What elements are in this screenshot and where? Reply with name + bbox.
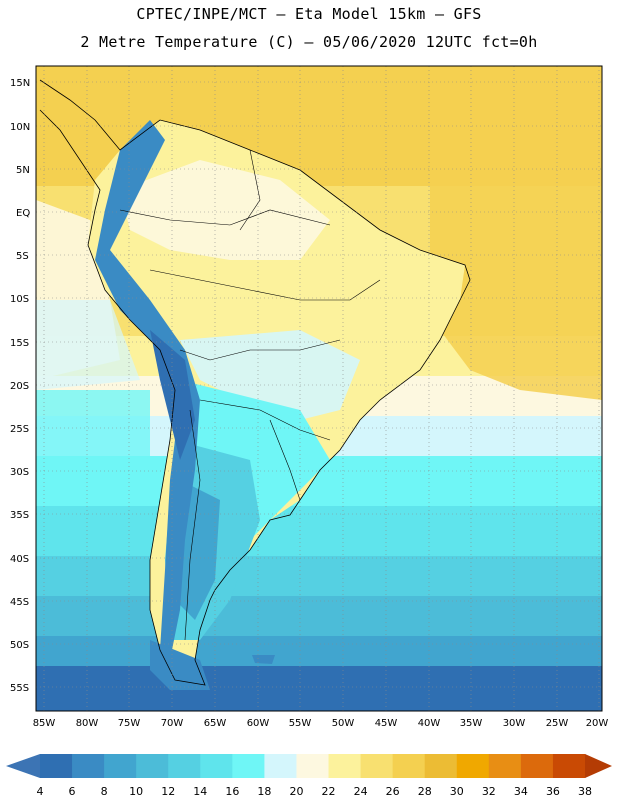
lat-label-25s: 25S — [10, 424, 29, 435]
colorbar-arrow-low — [6, 754, 40, 778]
lat-label-20s: 20S — [10, 381, 29, 392]
lat-label-55s: 55S — [10, 683, 29, 694]
colorbar-cell — [136, 754, 169, 778]
lon-label-25w: 25W — [546, 718, 569, 729]
colorbar-cell — [520, 754, 554, 778]
colorbar-label: 20 — [289, 785, 303, 798]
colorbar-label: 10 — [129, 785, 143, 798]
lat-label-10s: 10S — [10, 294, 29, 305]
country-borders — [119, 149, 381, 641]
lat-label-5n: 5N — [16, 165, 30, 176]
lon-label-65w: 65W — [204, 718, 227, 729]
lon-label-55w: 55W — [289, 718, 312, 729]
colorbar-label: 12 — [161, 785, 175, 798]
colorbar-label: 16 — [225, 785, 239, 798]
colorbar-label: 26 — [386, 785, 400, 798]
colorbar-label: 24 — [354, 785, 368, 798]
colorbar-label: 34 — [514, 785, 528, 798]
map-title-line-2: 2 Metre Temperature (C) – 05/06/2020 12U… — [80, 33, 538, 51]
colorbar: 4 6 8 10 12 14 16 18 20 22 24 26 28 30 32 34 36 38 — [6, 754, 612, 798]
lon-label-40w: 40W — [418, 718, 441, 729]
colorbar-label: 6 — [69, 785, 76, 798]
lat-label-5s: 5S — [16, 251, 29, 262]
colorbar-cell — [264, 754, 297, 778]
colorbar-label: 28 — [418, 785, 432, 798]
colorbar-cell — [424, 754, 458, 778]
colorbar-label: 14 — [193, 785, 207, 798]
colorbar-cell — [168, 754, 201, 778]
lat-label-40s: 40S — [10, 554, 29, 565]
lon-label-45w: 45W — [375, 718, 398, 729]
colorbar-label: 22 — [322, 785, 336, 798]
map-title-line-1: CPTEC/INPE/MCT – Eta Model 15km – GFS — [136, 5, 482, 23]
colorbar-cell — [72, 754, 105, 778]
lon-label-85w: 85W — [33, 718, 56, 729]
longitude-labels: 85W 80W 75W 70W 65W 60W 55W 50W 45W 40W … — [33, 718, 609, 729]
lon-label-60w: 60W — [247, 718, 270, 729]
lat-label-15n: 15N — [10, 78, 30, 89]
colorbar-label: 36 — [546, 785, 560, 798]
lon-label-50w: 50W — [332, 718, 355, 729]
colorbar-label: 30 — [450, 785, 464, 798]
continent-outline — [39, 79, 471, 686]
lat-label-10n: 10N — [10, 122, 30, 133]
lat-label-eq: EQ — [16, 208, 30, 219]
colorbar-label: 32 — [482, 785, 496, 798]
map-frame — [35, 65, 603, 712]
lon-label-80w: 80W — [76, 718, 99, 729]
lat-label-30s: 30S — [10, 467, 29, 478]
lon-label-20w: 20W — [586, 718, 609, 729]
colorbar-cell — [200, 754, 233, 778]
colorbar-label: 8 — [101, 785, 108, 798]
colorbar-arrow-high — [585, 754, 612, 778]
colorbar-cell — [40, 754, 73, 778]
colorbar-cell — [456, 754, 490, 778]
colorbar-cell — [296, 754, 330, 778]
lat-label-50s: 50S — [10, 640, 29, 651]
lon-label-30w: 30W — [503, 718, 526, 729]
colorbar-label: 4 — [37, 785, 44, 798]
colorbar-cell — [392, 754, 426, 778]
latitude-labels: 15N 10N 5N EQ 5S 10S 15S 20S 25S 30S 35S… — [10, 78, 30, 694]
lat-label-15s: 15S — [10, 338, 29, 349]
colorbar-cell — [552, 754, 586, 778]
colorbar-label: 18 — [257, 785, 271, 798]
lat-label-45s: 45S — [10, 597, 29, 608]
lon-label-70w: 70W — [161, 718, 184, 729]
temperature-field — [36, 66, 602, 711]
lon-label-75w: 75W — [118, 718, 141, 729]
lon-label-35w: 35W — [460, 718, 483, 729]
colorbar-cell — [104, 754, 137, 778]
colorbar-cell — [488, 754, 522, 778]
colorbar-label: 38 — [578, 785, 592, 798]
colorbar-cell — [232, 754, 265, 778]
colorbar-cell — [328, 754, 362, 778]
colorbar-cell — [360, 754, 394, 778]
lat-label-35s: 35S — [10, 510, 29, 521]
